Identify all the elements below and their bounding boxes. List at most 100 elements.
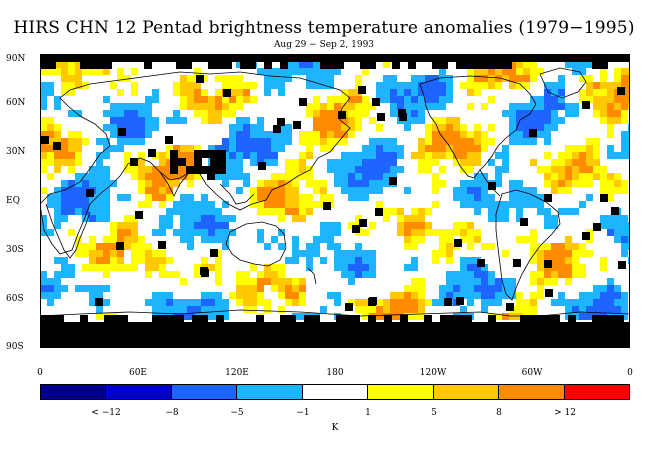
anomaly-cell	[348, 103, 355, 110]
anomaly-cell	[481, 194, 488, 201]
anomaly-cell	[348, 117, 355, 124]
anomaly-cell	[250, 96, 257, 103]
anomaly-cell	[411, 299, 418, 306]
anomaly-cell	[61, 75, 68, 82]
anomaly-cell	[271, 131, 278, 138]
anomaly-cell	[530, 75, 537, 82]
anomaly-cell	[376, 159, 383, 166]
anomaly-cell	[418, 285, 425, 292]
anomaly-cell	[607, 96, 614, 103]
anomaly-cell	[551, 264, 558, 271]
anomaly-cell	[229, 131, 236, 138]
anomaly-cell	[215, 271, 222, 278]
anomaly-cell	[103, 152, 110, 159]
anomaly-cell	[96, 180, 103, 187]
anomaly-cell	[579, 313, 586, 320]
anomaly-cell	[145, 110, 152, 117]
anomaly-cell	[439, 117, 446, 124]
anomaly-cell	[278, 89, 285, 96]
anomaly-cell	[54, 285, 61, 292]
anomaly-cell	[397, 152, 404, 159]
anomaly-cell	[334, 138, 341, 145]
anomaly-cell	[544, 208, 551, 215]
anomaly-cell	[68, 68, 75, 75]
missing-cell	[160, 315, 168, 322]
anomaly-cell	[495, 208, 502, 215]
anomaly-cell	[390, 110, 397, 117]
anomaly-cell	[131, 131, 138, 138]
anomaly-cell	[47, 194, 54, 201]
anomaly-cell	[47, 124, 54, 131]
anomaly-cell	[243, 152, 250, 159]
anomaly-cell	[425, 152, 432, 159]
anomaly-cell	[558, 96, 565, 103]
anomaly-cell	[306, 82, 313, 89]
anomaly-cell	[166, 299, 173, 306]
anomaly-cell	[278, 75, 285, 82]
anomaly-cell	[418, 208, 425, 215]
anomaly-cell	[110, 229, 117, 236]
anomaly-cell	[250, 285, 257, 292]
anomaly-cell	[187, 82, 194, 89]
missing-cell	[293, 121, 301, 129]
anomaly-cell	[110, 110, 117, 117]
anomaly-cell	[509, 103, 516, 110]
anomaly-cell	[110, 124, 117, 131]
anomaly-cell	[40, 292, 47, 299]
anomaly-cell	[411, 313, 418, 320]
anomaly-cell	[201, 306, 208, 313]
anomaly-cell	[376, 89, 383, 96]
anomaly-cell	[481, 68, 488, 75]
anomaly-cell	[75, 243, 82, 250]
anomaly-cell	[40, 187, 47, 194]
anomaly-cell	[68, 131, 75, 138]
anomaly-cell	[152, 250, 159, 257]
anomaly-cell	[138, 187, 145, 194]
anomaly-cell	[96, 159, 103, 166]
anomaly-cell	[152, 229, 159, 236]
anomaly-cell	[334, 250, 341, 257]
anomaly-cell	[68, 187, 75, 194]
anomaly-cell	[229, 89, 236, 96]
anomaly-cell	[355, 103, 362, 110]
anomaly-cell	[187, 96, 194, 103]
anomaly-cell	[257, 299, 264, 306]
anomaly-cell	[152, 292, 159, 299]
anomaly-cell	[103, 96, 110, 103]
anomaly-cell	[313, 243, 320, 250]
anomaly-cell	[82, 243, 89, 250]
anomaly-cell	[397, 89, 404, 96]
anomaly-cell	[572, 299, 579, 306]
missing-cell	[248, 62, 256, 69]
anomaly-cell	[327, 145, 334, 152]
anomaly-cell	[103, 257, 110, 264]
anomaly-cell	[187, 152, 194, 159]
anomaly-cell	[264, 201, 271, 208]
anomaly-cell	[131, 110, 138, 117]
anomaly-cell	[285, 75, 292, 82]
anomaly-cell	[362, 96, 369, 103]
anomaly-cell	[82, 215, 89, 222]
anomaly-cell	[89, 250, 96, 257]
anomaly-cell	[327, 110, 334, 117]
anomaly-cell	[96, 187, 103, 194]
missing-data	[40, 54, 630, 348]
missing-cell	[608, 315, 616, 322]
anomaly-cell	[530, 278, 537, 285]
anomaly-cell	[229, 145, 236, 152]
anomaly-cell	[467, 145, 474, 152]
missing-cell	[95, 298, 103, 306]
anomaly-cell	[152, 96, 159, 103]
anomaly-cell	[362, 313, 369, 320]
anomaly-cell	[397, 208, 404, 215]
anomaly-cell	[201, 208, 208, 215]
anomaly-cell	[397, 299, 404, 306]
anomaly-cell	[607, 187, 614, 194]
anomaly-cell	[432, 173, 439, 180]
anomaly-cell	[537, 285, 544, 292]
anomaly-cell	[47, 159, 54, 166]
anomaly-cell	[47, 292, 54, 299]
missing-cell	[338, 111, 346, 119]
anomaly-cell	[369, 159, 376, 166]
anomaly-cell	[61, 61, 68, 68]
